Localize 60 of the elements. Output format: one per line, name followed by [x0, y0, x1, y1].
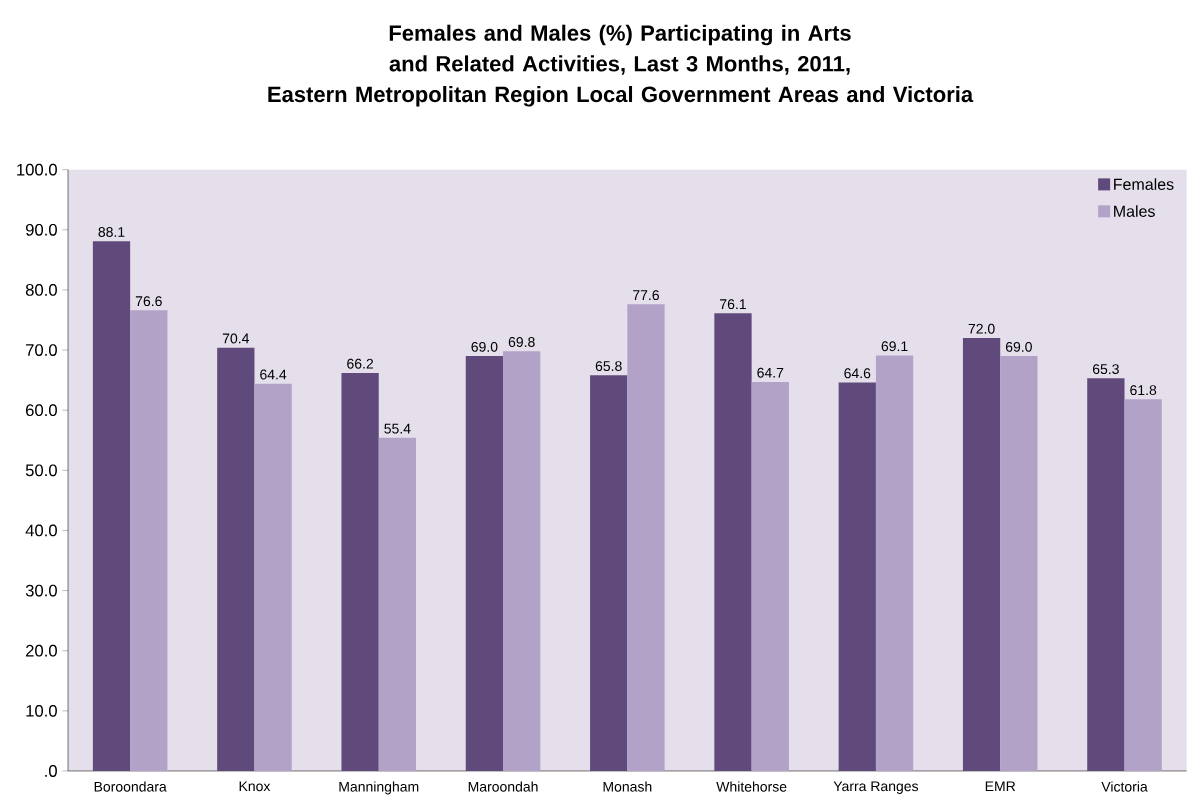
bar	[838, 382, 876, 772]
x-tick-label: Victoria	[1101, 781, 1148, 792]
bar	[217, 347, 255, 772]
x-tick-label: Manningham	[339, 781, 419, 795]
y-tick-label: 40.0	[25, 524, 57, 537]
y-tick-label: 10.0	[26, 705, 57, 717]
bar	[92, 241, 131, 772]
x-tick-label: Monash	[603, 781, 652, 792]
bar	[341, 372, 379, 772]
y-tick-label: .0	[45, 765, 57, 777]
x-tick-label: Whitehorse	[716, 781, 787, 792]
data-label: 64.4	[260, 369, 287, 380]
y-tick-label: 60.0	[26, 404, 57, 417]
x-tick-label: EMR	[985, 781, 1016, 792]
y-tick-label: 90.0	[25, 223, 57, 236]
bar	[503, 351, 541, 772]
legend-label: Males	[1114, 205, 1155, 217]
data-label: 65.3	[1092, 364, 1119, 375]
x-tick-label: Boroondara	[94, 781, 167, 792]
data-label: 69.0	[1005, 341, 1032, 352]
bar	[1000, 356, 1038, 772]
bar	[751, 381, 789, 772]
bar	[254, 383, 292, 772]
legend-label: Females	[1114, 178, 1174, 191]
bar	[1087, 378, 1125, 772]
data-label: 66.2	[347, 358, 374, 369]
y-tick-label: 20.0	[26, 644, 57, 657]
y-tick-label: 30.0	[25, 584, 57, 597]
chart-title: Females and Males (%) Participating in Arts and Related Activities, Last 3 Months, 2011,	[389, 24, 851, 75]
chart-subtitle: Eastern Metropolitan Region Local Government Areas and Victoria	[268, 86, 974, 107]
data-label: 65.8	[595, 361, 622, 372]
bar	[590, 375, 628, 772]
x-tick-label: Maroondah	[468, 781, 538, 792]
x-tick-label: Knox	[239, 781, 271, 792]
data-label: 76.1	[720, 299, 746, 310]
data-label: 69.1	[881, 341, 908, 352]
data-label: 69.8	[508, 337, 535, 348]
bar	[627, 304, 665, 772]
data-label: 76.6	[135, 296, 162, 307]
data-label: 64.7	[757, 367, 784, 378]
x-tick-label: Yarra Ranges	[833, 781, 919, 794]
data-label: 69.0	[471, 341, 498, 352]
data-label: 64.6	[844, 368, 871, 379]
y-tick-label: 80.0	[25, 284, 57, 296]
y-tick-label: 50.0	[25, 464, 57, 477]
bar	[130, 310, 168, 772]
bar	[962, 338, 1001, 772]
data-label: 55.4	[384, 423, 411, 434]
bar	[875, 355, 914, 772]
bar	[378, 437, 417, 772]
data-label: 70.4	[222, 333, 249, 344]
bar	[714, 313, 752, 772]
data-label: 61.8	[1130, 385, 1157, 396]
bar	[465, 356, 504, 772]
y-tick-label: 70.0	[26, 344, 57, 357]
data-label: 88.1	[98, 227, 125, 238]
bar	[1124, 399, 1162, 772]
data-label: 72.0	[968, 323, 995, 334]
y-tick-label: 100.0	[17, 163, 57, 176]
data-label: 77.6	[633, 290, 659, 301]
